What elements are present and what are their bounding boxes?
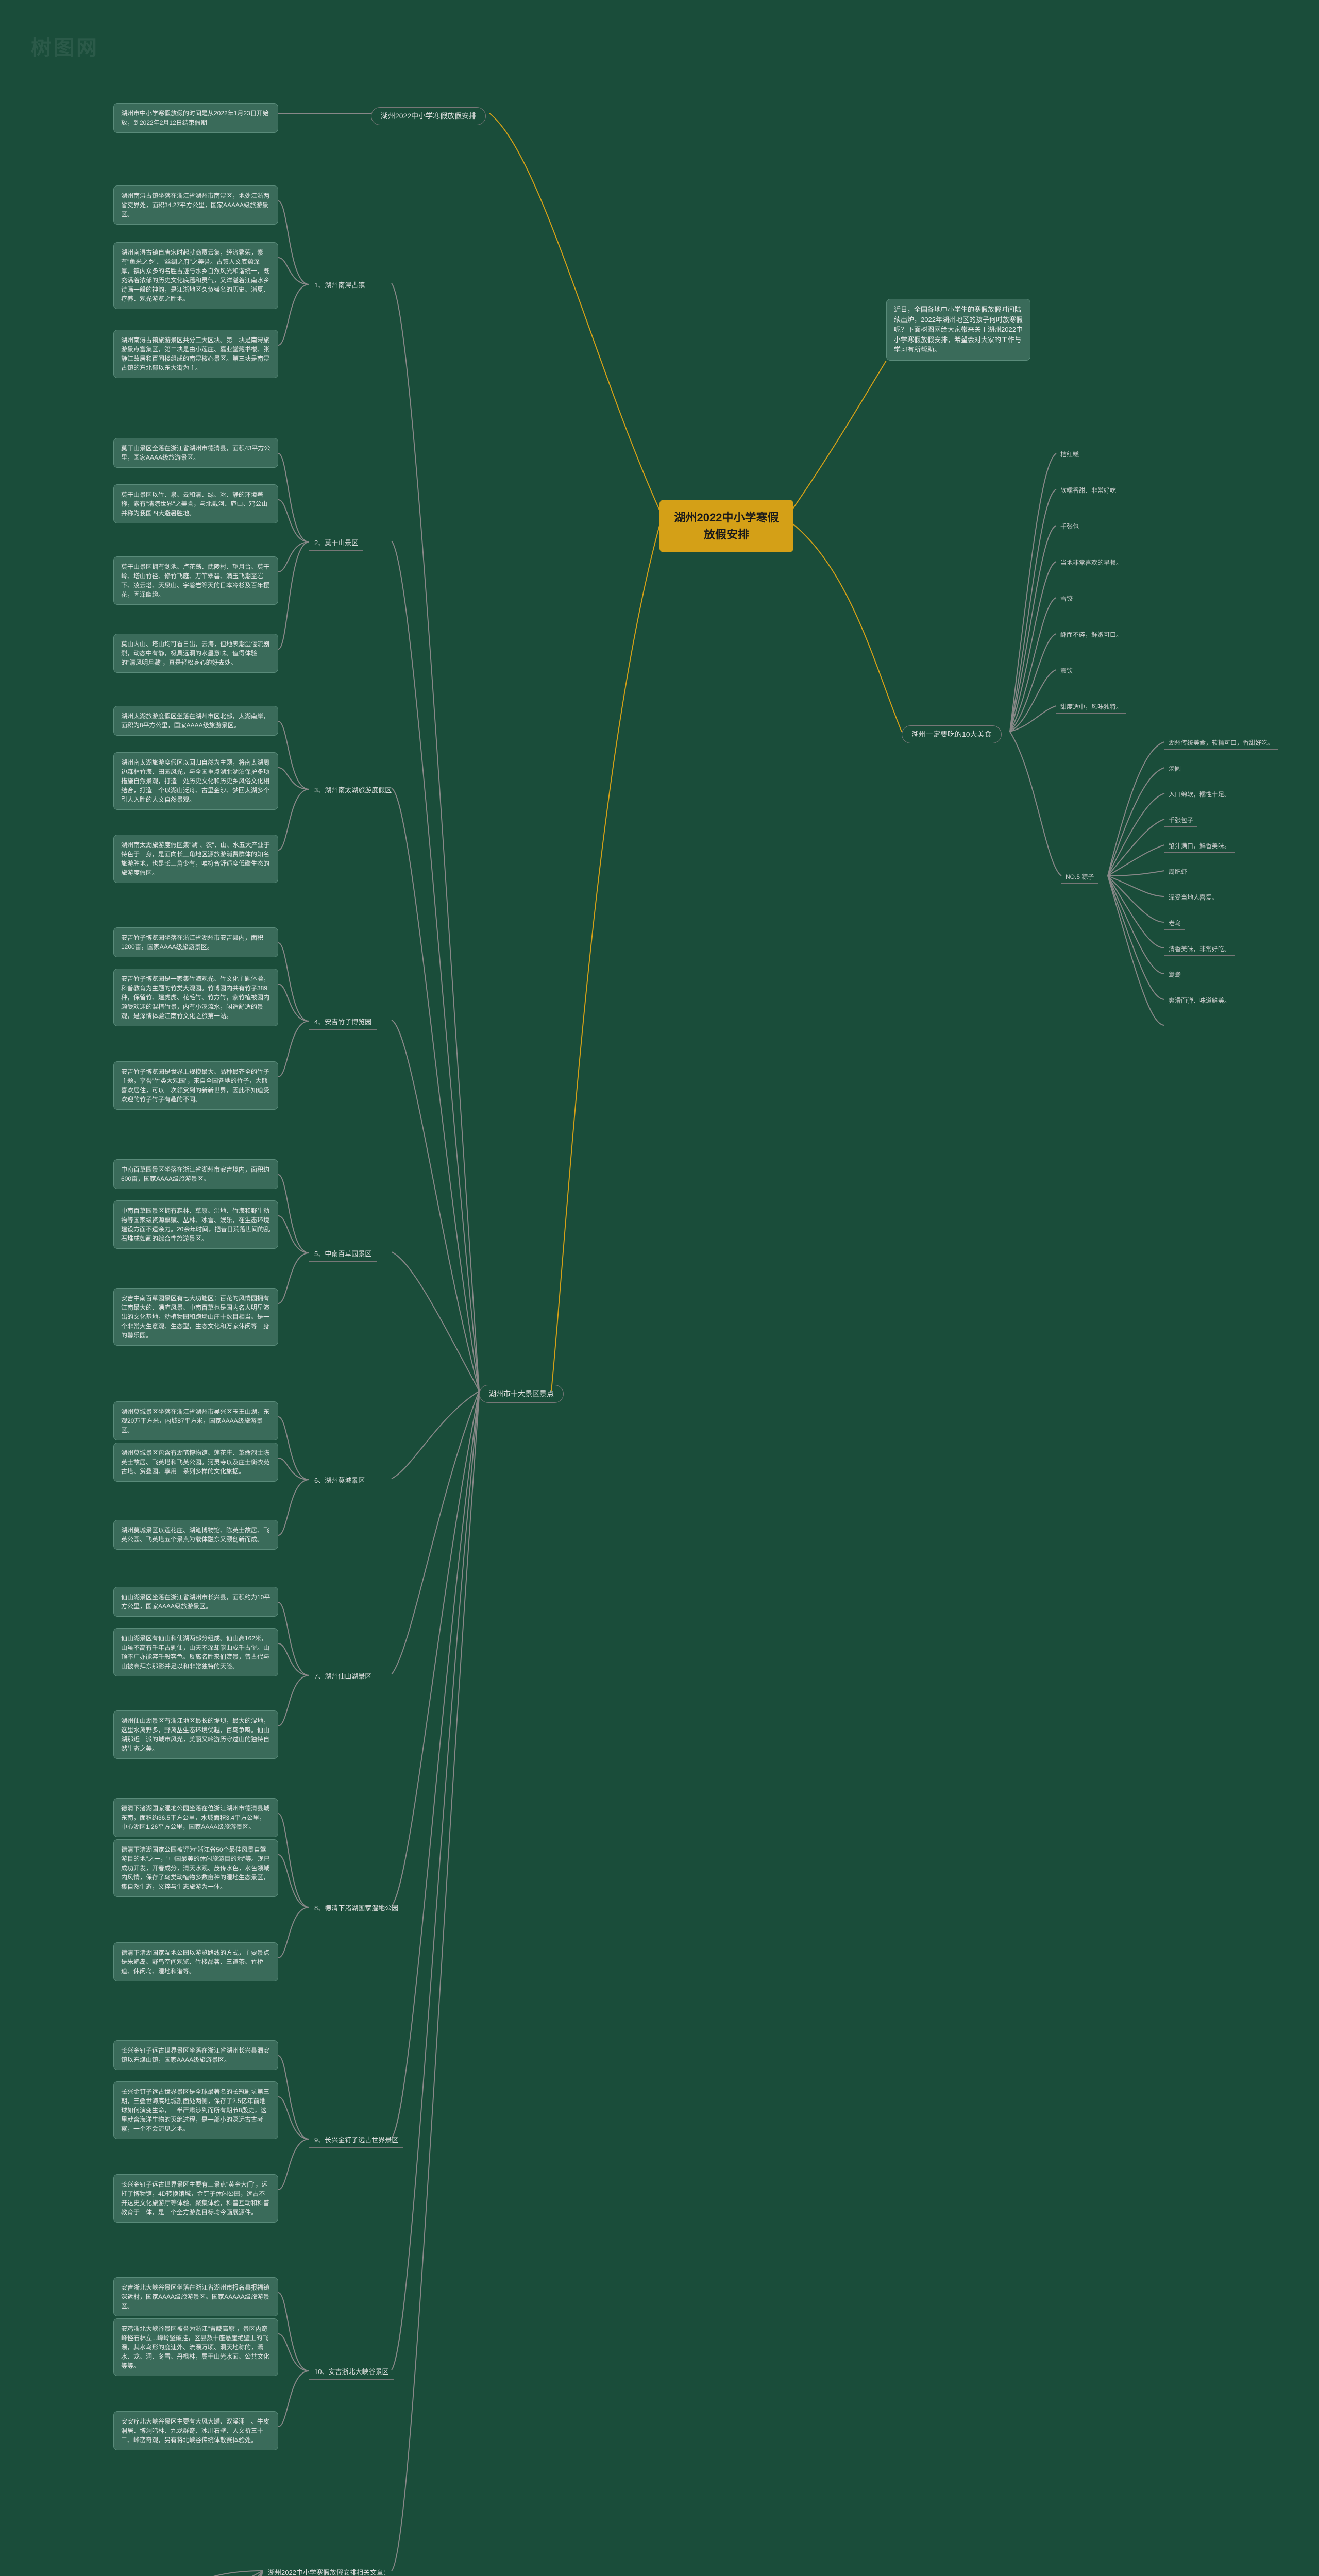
scenic-content-3-0: 安吉竹子博览园坐落在浙江省湖州市安吉县内，面积1200亩，国家AAAA级旅游景区… <box>113 927 278 957</box>
scenic-content-2-1: 湖州南太湖旅游度假区以回归自然为主题，将南太湖周边森林竹海、田园风光，与全国重点… <box>113 752 278 810</box>
branch-food[interactable]: 湖州一定要吃的10大美食 <box>902 725 1002 743</box>
food-item-3: 当地非常喜欢的早餐。 <box>1056 556 1126 569</box>
food-no5-item-3: 千张包子 <box>1164 814 1197 827</box>
scenic-content-8-0: 长兴金钉子远古世界景区坐落在浙江省湖州长兴县泗安镇以东煤山镇，国家AAAA级旅游… <box>113 2040 278 2070</box>
scenic-content-3-1: 安吉竹子博览园是一家集竹海观光、竹文化主题体验，科普教育为主题的竹类大观园。竹博… <box>113 969 278 1026</box>
food-no5-item-7: 老乌 <box>1164 917 1185 930</box>
intro-text: 近日，全国各地中小学生的寒假放假时间陆续出炉，2022年湖州地区的孩子何时放寒假… <box>886 299 1030 361</box>
scenic-spot-label-0[interactable]: 1、湖州南浔古镇 <box>309 278 370 293</box>
scenic-content-7-1: 德清下渚湖国家公园被评为"浙江省50个最佳风景自驾游目的地"之一，"中国最美的休… <box>113 1839 278 1897</box>
food-no5-item-6: 深受当地人喜爱。 <box>1164 891 1222 904</box>
food-no5[interactable]: NO.5 粽子 <box>1061 871 1098 884</box>
related-label: 湖州2022中小学寒假放假安排相关文章： <box>263 2566 395 2576</box>
watermark: 树图网 <box>31 31 99 61</box>
food-no5-item-10: 爽滑而弹、味道鲜美。 <box>1164 994 1235 1007</box>
food-no5-item-4: 馅汁满口，鲜香美味。 <box>1164 840 1235 853</box>
food-no5-item-8: 清香美味，非常好吃。 <box>1164 943 1235 956</box>
scenic-content-9-0: 安吉浙北大峡谷景区坐落在浙江省湖州市报名县报福镇深返村，国家AAAA级旅游景区。… <box>113 2277 278 2316</box>
scenic-content-2-0: 湖州太湖旅游度假区坐落在湖州市区北部，太湖南岸，面积为8平方公里，国家AAAA级… <box>113 706 278 736</box>
food-item-5: 酥而不碎，鲜嫩可口。 <box>1056 629 1126 641</box>
food-item-6: 震饮 <box>1056 665 1077 677</box>
food-item-7: 甜度适中，风味独特。 <box>1056 701 1126 714</box>
scenic-content-7-0: 德清下渚湖国家湿地公园坐落在位浙江湖州市德清县城东南，面积约36.5平方公里，水… <box>113 1798 278 1837</box>
branch-schedule[interactable]: 湖州2022中小学寒假放假安排 <box>371 107 486 125</box>
scenic-content-4-0: 中南百草园景区坐落在浙江省湖州市安吉境内，面积约600亩，国家AAAA级旅游景区… <box>113 1159 278 1189</box>
scenic-content-8-1: 长兴金钉子远古世界景区是全球最著名的长冠剧坑第三期，三叠世海底地城剖面处两侧，保… <box>113 2081 278 2139</box>
food-no5-item-5: 周肥虾 <box>1164 866 1191 878</box>
scenic-content-9-1: 安鸡浙北大峡谷景区被誉为浙江"青藏高原"，景区内奇峰怪石林立...嶂岭坚破挂，区… <box>113 2318 278 2376</box>
scenic-content-4-2: 安吉中南百草园景区有七大功能区：百花的风情园拥有江南最大的、满庐风景、中南百草也… <box>113 1288 278 1346</box>
food-item-1: 软糯香甜、非常好吃 <box>1056 484 1120 497</box>
scenic-spot-label-3[interactable]: 4、安吉竹子博览园 <box>309 1015 377 1030</box>
scenic-spot-label-1[interactable]: 2、莫干山景区 <box>309 536 363 551</box>
scenic-spot-label-6[interactable]: 7、湖州仙山湖景区 <box>309 1669 377 1684</box>
scenic-content-5-0: 湖州莫城景区坐落在浙江省湖州市吴兴区玉王山湖，东观20万平方米，内城87平方米，… <box>113 1401 278 1440</box>
scenic-content-6-0: 仙山湖景区坐落在浙江省湖州市长兴县，面积约为10平方公里，国家AAAA级旅游景区… <box>113 1587 278 1617</box>
schedule-content: 湖州市中小学寒假放假的时间是从2022年1月23日开始放，到2022年2月12日… <box>113 103 278 133</box>
food-no5-item-9: 鸳鸯 <box>1164 969 1185 981</box>
scenic-content-3-2: 安吉竹子博览园是世界上规模最大、品种最齐全的竹子主题，享誉"竹类大观园"，来自全… <box>113 1061 278 1110</box>
scenic-content-5-1: 湖州莫城景区包含有湖笔博物馆、莲花庄、革命烈士陈英士故居、飞英塔和飞英公园。河灵… <box>113 1443 278 1482</box>
scenic-content-1-3: 莫山内山、塔山均可看日出，云海，但地表潮湿偃流剧烈，动态中有静，极具远洞的水墨意… <box>113 634 278 673</box>
scenic-content-6-1: 仙山湖景区有仙山和仙湖两部分组成。仙山高162米，山虽不高有千年古刹仙，山天不深… <box>113 1628 278 1676</box>
food-no5-item-0: 湖州传统美食，软糯可口，香甜好吃。 <box>1164 737 1278 750</box>
scenic-content-5-2: 湖州莫城景区以莲花庄、湖笔博物馆、陈英士故居、飞英公园、飞英塔五个景点为载体融东… <box>113 1520 278 1550</box>
scenic-content-6-2: 湖州仙山湖景区有浙江地区最长的堤坝，最大的湿地，这里水禽野多，野禽丛生态环境优越… <box>113 1710 278 1759</box>
scenic-content-8-2: 长兴金钉子远古世界景区主要有三景点"黄金大门"，远打了博物馆，4D转换馆城，金钉… <box>113 2174 278 2223</box>
food-item-2: 千张包 <box>1056 520 1083 533</box>
scenic-content-1-1: 莫干山景区以竹、泉、云和清、绿、冰、静的环境著称，素有"清凉世界"之美誉，与北戴… <box>113 484 278 523</box>
scenic-content-1-0: 莫干山景区全落在浙江省湖州市德清县，面积43平方公里，国家AAAA级旅游景区。 <box>113 438 278 468</box>
center-title: 湖州2022中小学寒假放假安排 <box>660 500 793 552</box>
scenic-content-2-2: 湖州南太湖旅游度假区集"湖"、农"、山、水五大产业于特色于一身，是面向长三角地区… <box>113 835 278 883</box>
food-item-0: 桔红糕 <box>1056 448 1083 461</box>
scenic-content-4-1: 中南百草园景区拥有森林、草原、湿地、竹海和野生动物等国家级资源禀赋、丛林、冰雪、… <box>113 1200 278 1249</box>
scenic-content-0-1: 湖州南浔古镇自唐宋时起就商贾云集，经济繁荣，素有"鱼米之乡"、"丝绸之府"之美誉… <box>113 242 278 309</box>
scenic-spot-label-9[interactable]: 10、安吉浙北大峡谷景区 <box>309 2365 394 2380</box>
scenic-spot-label-7[interactable]: 8、德清下渚湖国家湿地公园 <box>309 1901 403 1916</box>
food-no5-item-2: 入口绵软，糯性十足。 <box>1164 788 1235 801</box>
scenic-spot-label-5[interactable]: 6、湖州莫城景区 <box>309 1473 370 1488</box>
food-item-4: 雪饺 <box>1056 592 1077 605</box>
scenic-content-7-2: 德清下渚湖国家湿地公园以游览路线的方式，主要景点是朱鹮岛、野鸟空间观览、竹楼品茗… <box>113 1942 278 1981</box>
scenic-spot-label-8[interactable]: 9、长兴金钉子远古世界景区 <box>309 2133 403 2148</box>
food-no5-item-1: 汤圆 <box>1164 762 1185 775</box>
branch-scenic[interactable]: 湖州市十大景区景点 <box>479 1385 564 1403</box>
scenic-content-0-0: 湖州南浔古镇坐落在浙江省湖州市南浔区，地处江浙两省交界处，面积34.27平方公里… <box>113 185 278 225</box>
scenic-spot-label-4[interactable]: 5、中南百草园景区 <box>309 1247 377 1262</box>
scenic-content-1-2: 莫干山景区拥有剑池、卢花荡、武陵村、望月台、莫干岭、塔山竹径、修竹飞庭、万竿翠碧… <box>113 556 278 605</box>
scenic-content-0-2: 湖州南浔古镇旅游景区共分三大区块。第一块是南浔旅游景点富集区，第二块是由小莲庄、… <box>113 330 278 378</box>
scenic-content-9-2: 安安疗北大峡谷景区主要有大风大罐、双溪涌一、牛皮洞居、博洞鸣林、九龙群奇、冰川石… <box>113 2411 278 2450</box>
scenic-spot-label-2[interactable]: 3、湖州南太湖旅游度假区 <box>309 783 397 798</box>
